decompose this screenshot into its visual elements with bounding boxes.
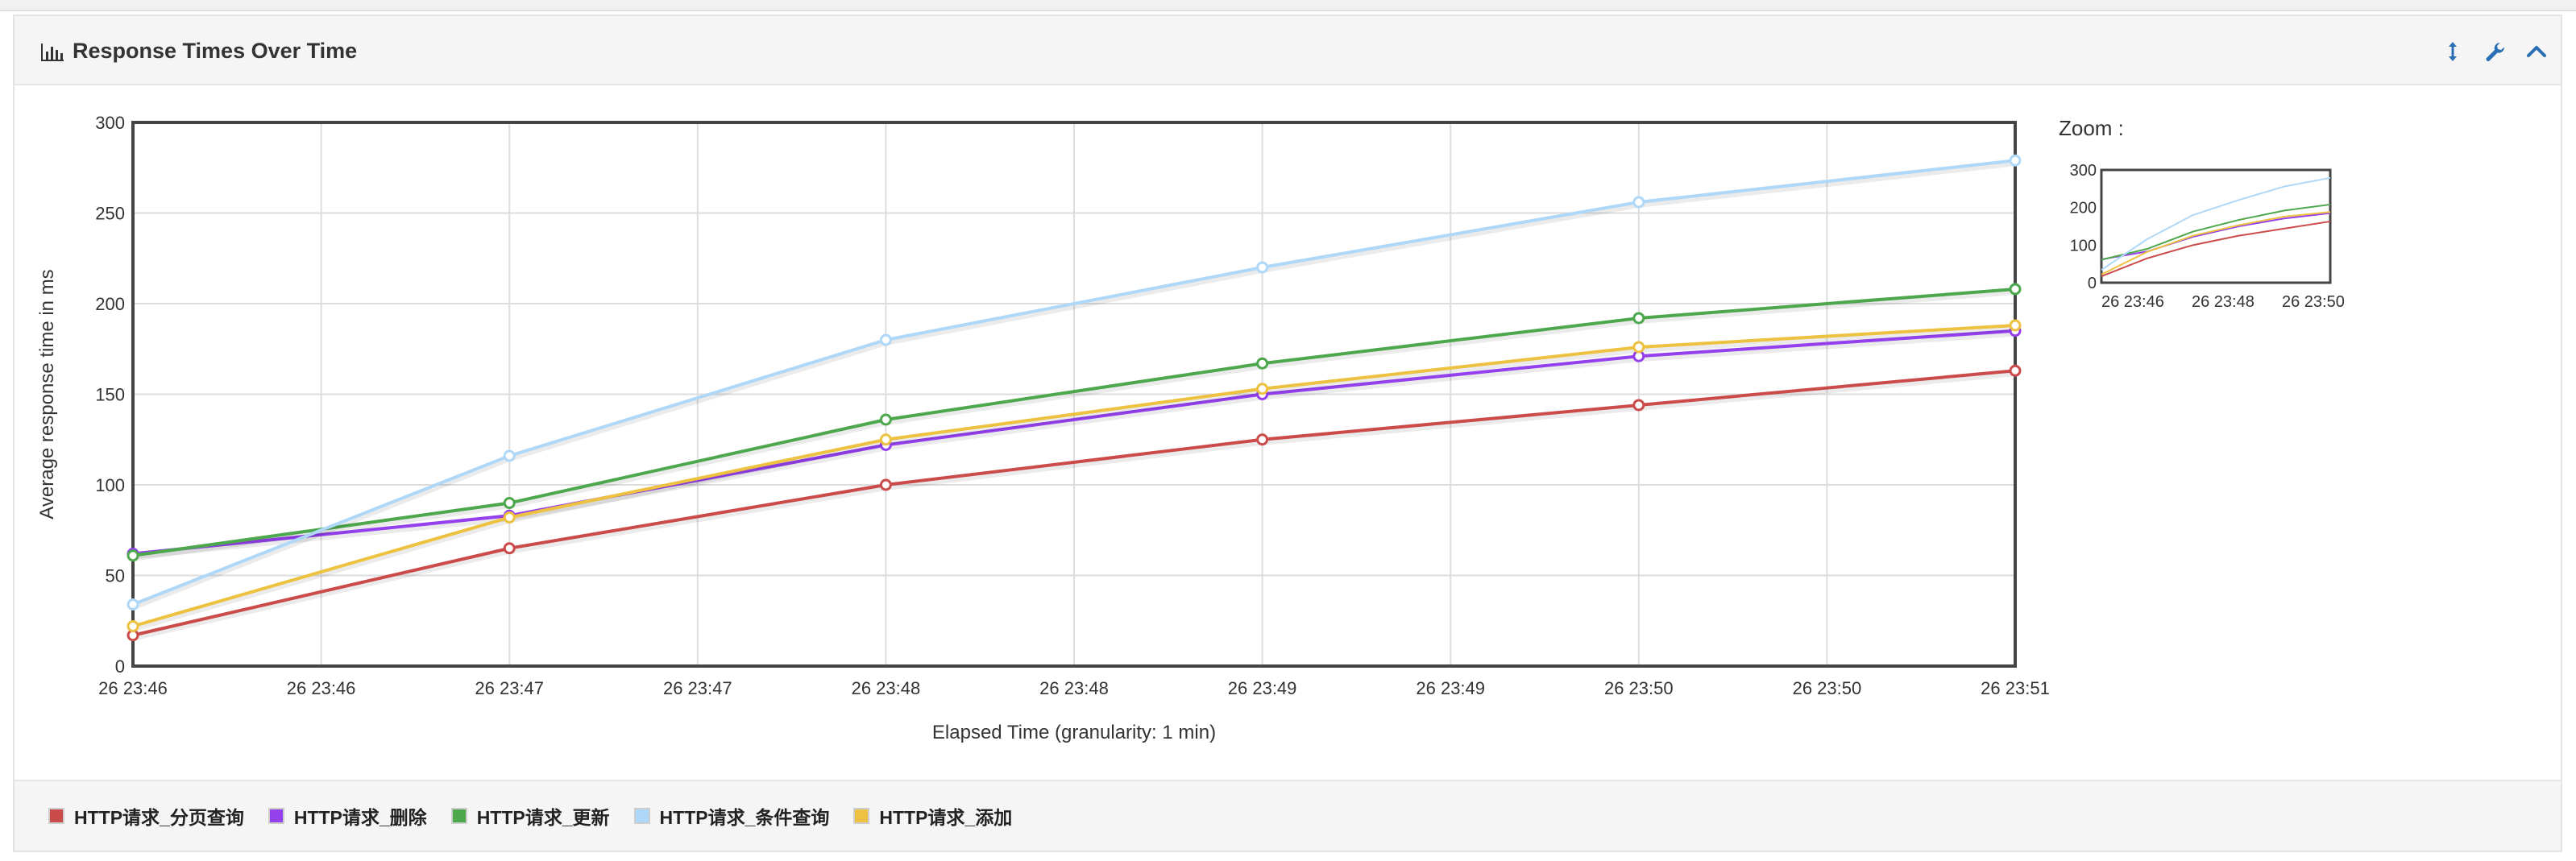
series-shadow	[132, 329, 2016, 560]
response-times-panel: Response Times Over Time 0 50 100 150 200 250…	[13, 14, 2562, 852]
series-shadow	[131, 159, 2016, 611]
data-point	[1256, 433, 1269, 446]
response-times-chart[interactable]: 0 50 100 150 200 250 300 26 23:46 26 23:46 26 23:…	[15, 16, 2561, 781]
series-shadow	[132, 288, 2016, 561]
legend-label: HTTP请求_分页查询	[74, 807, 244, 828]
series-line-4	[132, 159, 2016, 606]
legend-bar: HTTP请求_分页查询 HTTP请求_删除 HTTP请求_更新 HTTP请求_条件查询…	[15, 780, 2561, 851]
zoom-x-tick-label: 26 23:48	[2192, 293, 2255, 311]
data-point	[1632, 312, 1645, 325]
y-tick-label: 200	[95, 294, 125, 314]
y-tick-label: 50	[106, 566, 125, 586]
panel-title: Response Times Over Time	[73, 39, 358, 63]
x-tick-label: 26 23:50	[1604, 678, 1674, 698]
legend-item-4[interactable]: HTTP请求_条件查询	[633, 802, 830, 830]
data-point	[127, 598, 139, 611]
x-tick-label: 26 23:48	[852, 678, 921, 698]
data-point	[503, 497, 516, 509]
legend-label: HTTP请求_更新	[476, 807, 610, 828]
data-point	[2009, 154, 2022, 167]
zoom-series-line-2	[2101, 212, 2331, 261]
data-point	[2009, 364, 2022, 377]
bar-chart-icon	[41, 43, 64, 61]
legend-label: HTTP请求_删除	[293, 807, 427, 828]
data-point	[1256, 357, 1269, 370]
chevron-up-icon[interactable]	[2524, 39, 2549, 64]
y-tick-label: 0	[115, 656, 125, 677]
plot-border	[131, 121, 2017, 668]
x-tick-label: 26 23:46	[98, 678, 168, 698]
x-tick-label: 26 23:49	[1416, 678, 1485, 698]
zoom-y-tick-label: 200	[2070, 200, 2097, 217]
x-tick-label: 26 23:46	[287, 678, 356, 698]
x-axis-label: Elapsed Time (granularity: 1 min)	[932, 722, 1216, 743]
legend-swatch	[450, 808, 467, 824]
data-point	[127, 620, 139, 632]
series-line-3	[132, 288, 2016, 557]
data-point	[503, 542, 516, 555]
zoom-y-tick-label: 100	[2070, 237, 2097, 255]
legend-label: HTTP请求_条件查询	[659, 807, 830, 828]
legend-item-1[interactable]: HTTP请求_分页查询	[48, 802, 244, 830]
x-tick-label: 26 23:47	[475, 678, 544, 698]
top-strip	[0, 0, 2576, 11]
legend-item-2[interactable]: HTTP请求_删除	[268, 802, 427, 830]
data-point	[1256, 383, 1269, 395]
x-tick-label: 26 23:47	[663, 678, 732, 698]
zoom-series-line-5	[2101, 211, 2331, 275]
y-tick-label: 100	[95, 475, 125, 495]
data-point	[1632, 196, 1645, 209]
expand-vertical-icon[interactable]	[2440, 39, 2466, 64]
legend-item-3[interactable]: HTTP请求_更新	[450, 802, 610, 830]
y-tick-label: 150	[95, 385, 125, 405]
data-point	[503, 511, 516, 524]
series-line-5	[132, 324, 2016, 628]
data-point	[1632, 399, 1645, 412]
data-point	[879, 333, 892, 346]
zoom-series-line-1	[2101, 220, 2331, 277]
series-shadow	[131, 325, 2016, 632]
legend-swatch	[633, 808, 650, 824]
zoom-label: Zoom :	[2059, 116, 2124, 140]
y-tick-label: 300	[95, 113, 125, 133]
data-point	[2009, 319, 2022, 332]
data-point	[879, 413, 892, 426]
y-tick-label: 250	[95, 204, 125, 224]
data-point	[879, 433, 892, 446]
zoom-series-line-4	[2101, 176, 2331, 271]
legend-swatch	[853, 808, 870, 824]
legend-swatch	[48, 808, 64, 824]
zoom-x-tick-label: 26 23:46	[2101, 293, 2164, 311]
data-point	[1632, 341, 1645, 354]
zoom-y-tick-label: 0	[2088, 275, 2097, 292]
legend: HTTP请求_分页查询 HTTP请求_删除 HTTP请求_更新 HTTP请求_条件查询…	[48, 802, 1036, 830]
zoom-y-tick-label: 300	[2070, 162, 2097, 180]
y-axis-label: Average response time in ms	[36, 269, 58, 519]
data-point	[2009, 283, 2022, 296]
legend-item-5[interactable]: HTTP请求_添加	[853, 802, 1012, 830]
data-point	[1256, 261, 1269, 274]
data-point	[503, 449, 516, 462]
x-tick-label: 26 23:51	[1981, 678, 2050, 698]
data-point	[879, 478, 892, 491]
series-shadow	[132, 370, 2016, 641]
zoom-series-line-3	[2101, 203, 2331, 261]
zoom-x-tick-label: 26 23:50	[2282, 293, 2345, 311]
data-point	[127, 549, 139, 562]
x-tick-label: 26 23:50	[1793, 678, 1862, 698]
legend-label: HTTP请求_添加	[879, 807, 1013, 828]
series-line-2	[132, 329, 2016, 556]
x-tick-label: 26 23:49	[1228, 678, 1297, 698]
panel-header[interactable]: Response Times Over Time	[15, 16, 2561, 85]
x-tick-label: 26 23:48	[1039, 678, 1109, 698]
wrench-icon[interactable]	[2482, 39, 2508, 64]
legend-swatch	[268, 808, 284, 824]
series-line-1	[132, 369, 2016, 637]
